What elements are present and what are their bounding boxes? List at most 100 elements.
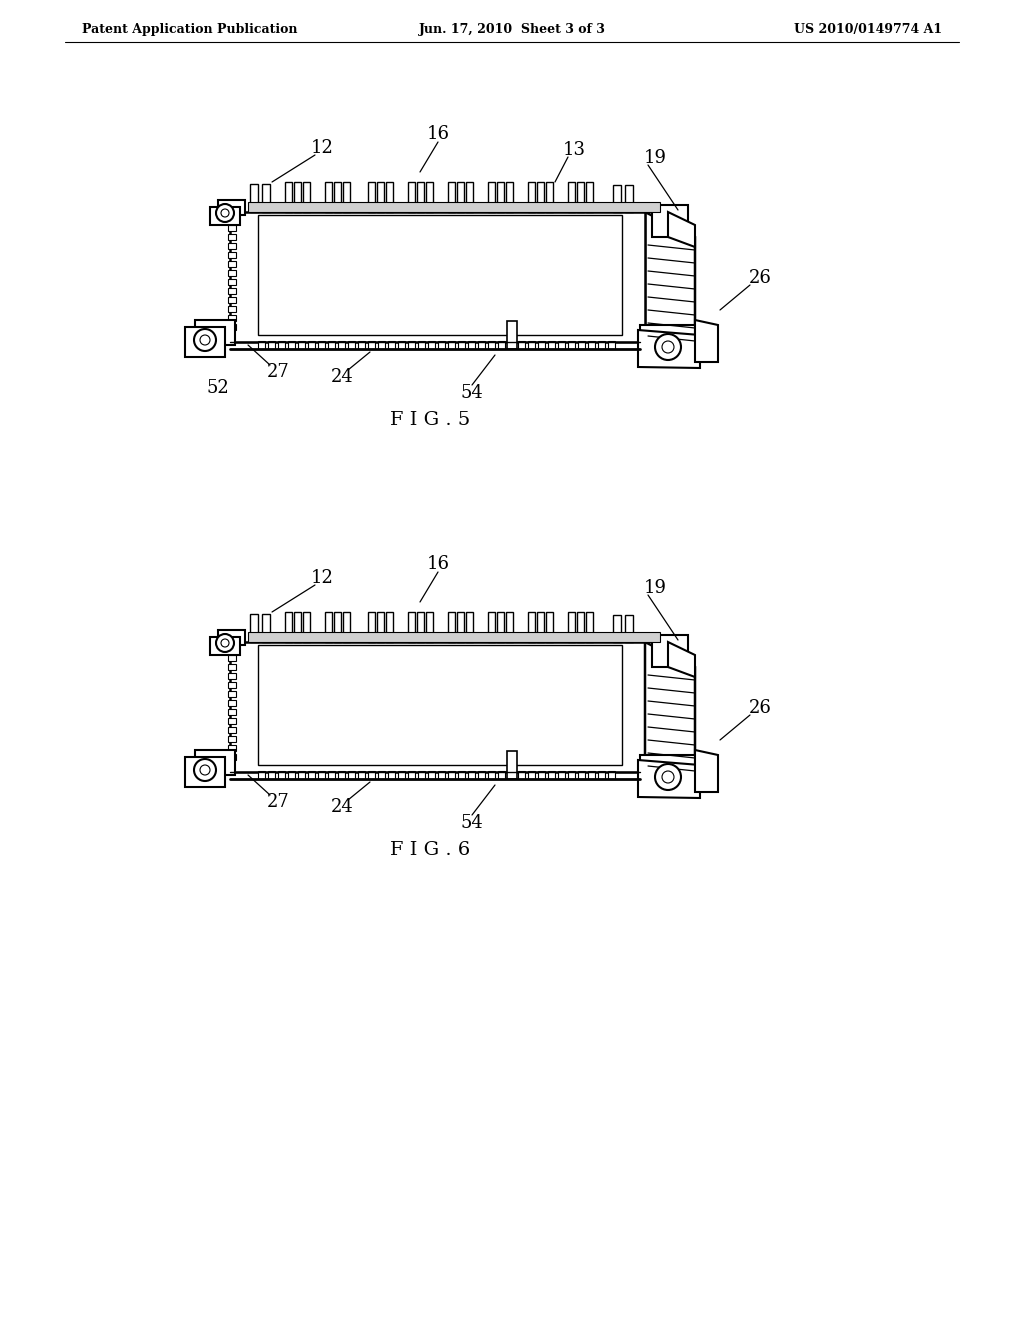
Bar bbox=[507, 321, 517, 348]
Bar bbox=[438, 771, 445, 779]
Bar bbox=[268, 341, 275, 348]
Bar bbox=[228, 744, 236, 751]
Bar bbox=[488, 182, 495, 213]
Bar bbox=[328, 771, 335, 779]
Bar bbox=[285, 612, 292, 642]
Bar bbox=[488, 771, 495, 779]
Polygon shape bbox=[195, 750, 234, 775]
Bar bbox=[303, 612, 310, 642]
Bar bbox=[228, 323, 236, 330]
Bar bbox=[228, 709, 236, 715]
Bar bbox=[386, 182, 393, 213]
Text: F I G . 6: F I G . 6 bbox=[390, 841, 470, 859]
Bar bbox=[537, 612, 544, 642]
Bar bbox=[228, 271, 236, 276]
Text: 12: 12 bbox=[310, 139, 334, 157]
Circle shape bbox=[216, 205, 234, 222]
Polygon shape bbox=[258, 645, 622, 766]
Text: F I G . 5: F I G . 5 bbox=[390, 411, 470, 429]
Text: 12: 12 bbox=[310, 569, 334, 587]
Circle shape bbox=[200, 335, 210, 345]
Bar bbox=[325, 182, 332, 213]
Bar bbox=[568, 182, 575, 213]
Bar bbox=[228, 645, 236, 652]
Bar bbox=[478, 341, 485, 348]
Bar bbox=[498, 341, 505, 348]
Bar bbox=[558, 771, 565, 779]
Bar bbox=[528, 182, 535, 213]
Bar bbox=[278, 341, 285, 348]
Bar bbox=[228, 306, 236, 312]
Bar bbox=[378, 771, 385, 779]
Text: 19: 19 bbox=[643, 579, 667, 597]
Bar bbox=[588, 771, 595, 779]
Bar bbox=[418, 771, 425, 779]
Text: 16: 16 bbox=[427, 125, 450, 143]
Bar bbox=[298, 771, 305, 779]
Bar bbox=[508, 771, 515, 779]
Bar bbox=[377, 612, 384, 642]
Bar bbox=[388, 341, 395, 348]
Bar bbox=[228, 727, 236, 733]
Text: 16: 16 bbox=[427, 554, 450, 573]
Bar bbox=[338, 771, 345, 779]
Polygon shape bbox=[218, 630, 245, 645]
Bar bbox=[568, 341, 575, 348]
Bar bbox=[518, 771, 525, 779]
Bar bbox=[518, 341, 525, 348]
Bar bbox=[228, 655, 236, 661]
Bar bbox=[608, 341, 615, 348]
Bar bbox=[426, 612, 433, 642]
Bar bbox=[457, 182, 464, 213]
Text: Patent Application Publication: Patent Application Publication bbox=[82, 24, 298, 37]
Bar bbox=[408, 341, 415, 348]
Circle shape bbox=[655, 334, 681, 360]
Bar bbox=[294, 612, 301, 642]
Bar bbox=[228, 297, 236, 304]
Bar bbox=[457, 612, 464, 642]
Bar bbox=[228, 664, 236, 671]
Bar bbox=[303, 182, 310, 213]
Circle shape bbox=[221, 209, 229, 216]
Bar bbox=[468, 771, 475, 779]
Bar bbox=[497, 182, 504, 213]
Bar bbox=[586, 182, 593, 213]
Bar bbox=[398, 771, 406, 779]
Bar bbox=[613, 615, 621, 642]
Bar bbox=[388, 771, 395, 779]
Polygon shape bbox=[652, 205, 688, 238]
Bar bbox=[228, 718, 236, 723]
Bar bbox=[368, 182, 375, 213]
Bar bbox=[334, 182, 341, 213]
Bar bbox=[368, 341, 375, 348]
Text: 52: 52 bbox=[207, 379, 229, 397]
Polygon shape bbox=[668, 213, 695, 247]
Bar bbox=[228, 288, 236, 294]
Circle shape bbox=[662, 771, 674, 783]
Bar bbox=[325, 612, 332, 642]
Bar bbox=[338, 341, 345, 348]
Bar bbox=[318, 341, 325, 348]
Bar bbox=[548, 771, 555, 779]
Bar bbox=[468, 341, 475, 348]
Polygon shape bbox=[640, 325, 695, 362]
Bar bbox=[228, 315, 236, 321]
Polygon shape bbox=[652, 635, 688, 667]
Bar bbox=[377, 182, 384, 213]
Bar bbox=[588, 341, 595, 348]
Bar bbox=[285, 182, 292, 213]
Text: 13: 13 bbox=[562, 141, 586, 158]
Bar bbox=[528, 771, 535, 779]
Bar bbox=[358, 771, 365, 779]
Bar bbox=[466, 182, 473, 213]
Bar bbox=[608, 771, 615, 779]
Bar bbox=[546, 612, 553, 642]
Bar bbox=[613, 185, 621, 213]
Circle shape bbox=[662, 341, 674, 352]
Bar bbox=[408, 771, 415, 779]
Bar bbox=[466, 612, 473, 642]
Bar bbox=[438, 341, 445, 348]
Bar bbox=[228, 224, 236, 231]
Bar bbox=[488, 341, 495, 348]
Bar bbox=[538, 771, 545, 779]
